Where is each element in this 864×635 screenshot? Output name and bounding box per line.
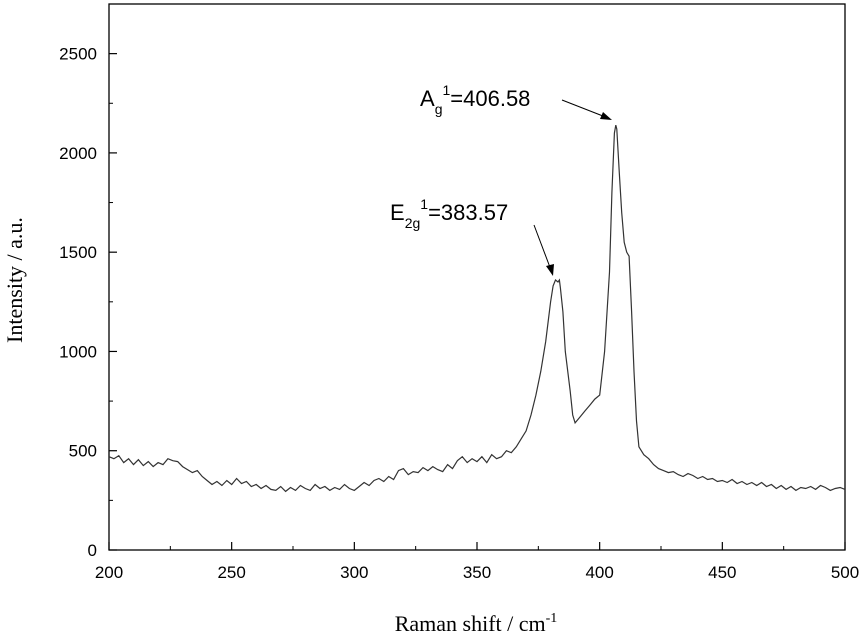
annotation-e2g-base: E — [390, 200, 405, 225]
annotation-ag-sup: 1 — [442, 82, 450, 98]
y-tick-label: 1500 — [59, 243, 97, 262]
y-tick-label: 1000 — [59, 342, 97, 361]
annotation-e2g-sup: 1 — [420, 196, 428, 212]
x-tick-label: 450 — [708, 563, 736, 582]
y-axis-title: Intensity / a.u. — [2, 217, 27, 343]
y-tick-label: 2000 — [59, 144, 97, 163]
x-tick-label: 200 — [95, 563, 123, 582]
x-tick-label: 250 — [217, 563, 245, 582]
annotation-e2g-sub: 2g — [405, 215, 421, 231]
y-tick-label: 500 — [69, 442, 97, 461]
x-tick-label: 300 — [340, 563, 368, 582]
annotation-ag-value: =406.58 — [450, 86, 530, 111]
annotation-ag-base: A — [420, 86, 435, 111]
y-tick-label: 2500 — [59, 45, 97, 64]
x-tick-label: 400 — [585, 563, 613, 582]
x-axis-title-text: Raman shift / cm — [395, 611, 546, 635]
x-tick-label: 500 — [831, 563, 859, 582]
annotation-e2g-value: =383.57 — [428, 200, 508, 225]
x-tick-label: 350 — [463, 563, 491, 582]
x-axis-title-sup: -1 — [546, 611, 558, 626]
annotation-ag-sub: g — [435, 101, 443, 117]
x-axis-title: Raman shift / cm-1 — [395, 611, 558, 635]
y-tick-label: 0 — [88, 541, 97, 560]
